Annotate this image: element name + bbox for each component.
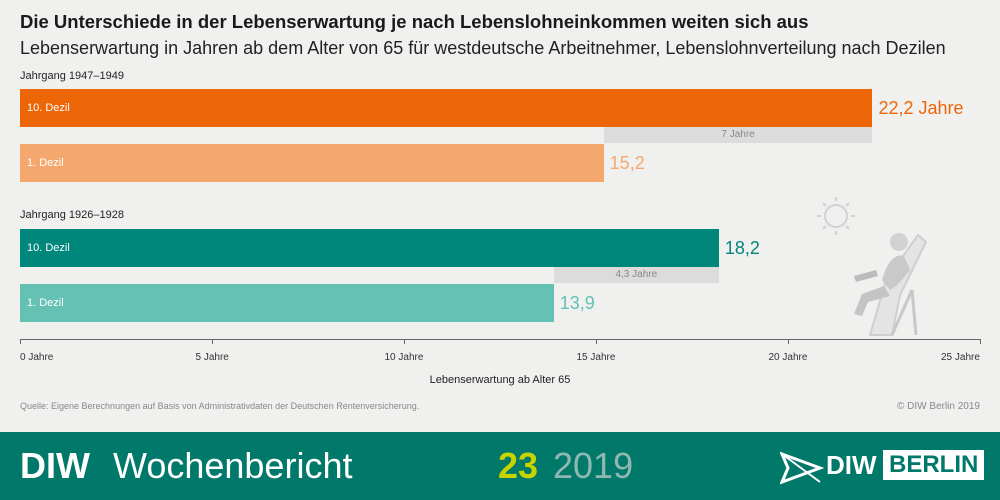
bar-1926-1-dezil: 1. Dezil — [20, 284, 554, 322]
copyright: © DIW Berlin 2019 — [897, 401, 980, 412]
bar-label: 1. Dezil — [27, 157, 64, 169]
x-axis-line — [20, 339, 980, 340]
x-tick-label: 0 Jahre — [20, 352, 54, 363]
bar-1947-1-dezil: 1. Dezil — [20, 144, 604, 182]
footer-issue: 23 — [498, 445, 539, 486]
x-axis-label: Lebenserwartung ab Alter 65 — [429, 374, 571, 386]
footer-banner: DIW Wochenbericht 23 2019 DIW BERLIN — [0, 432, 1000, 500]
source-note: Quelle: Eigene Berechnungen auf Basis vo… — [20, 401, 420, 411]
x-tick-label: 10 Jahre — [384, 352, 424, 363]
x-tick-label: 20 Jahre — [768, 352, 808, 363]
x-tick — [404, 339, 405, 344]
footer-logo-city: BERLIN — [883, 450, 985, 480]
x-tick — [980, 339, 981, 344]
x-tick-label: 15 Jahre — [576, 352, 616, 363]
x-tick — [788, 339, 789, 344]
bar-value-1947-1-dezil: 15,2 — [609, 153, 645, 173]
bar-1926-10-dezil: 10. Dezil — [20, 229, 719, 267]
deck-chair-person-icon — [854, 233, 928, 336]
footer-logo-text: DIW — [826, 450, 877, 480]
retiree-illustration — [817, 197, 928, 336]
bar-value-1947-10-dezil: 22,2 Jahre — [878, 98, 964, 118]
sun-icon — [817, 197, 855, 235]
group-label-1926: Jahrgang 1926–1928 — [20, 209, 124, 221]
difference-band-1947: 7 Jahre — [603, 127, 873, 143]
x-tick — [20, 339, 21, 344]
bar-value-1926-1-dezil: 13,9 — [559, 293, 595, 313]
x-tick — [212, 339, 213, 344]
chart-title: Die Unterschiede in der Lebenserwartung … — [20, 11, 809, 32]
bar-label: 1. Dezil — [27, 297, 64, 309]
bar-1947-10-dezil: 10. Dezil — [20, 89, 873, 127]
footer-brand: DIW — [20, 445, 90, 486]
footer-publication: Wochenbericht — [113, 445, 353, 486]
x-tick — [596, 339, 597, 344]
chart-subtitle: Lebenserwartung in Jahren ab dem Alter v… — [20, 38, 946, 58]
x-tick-label: 25 Jahre — [941, 352, 980, 363]
group-label-1947: Jahrgang 1947–1949 — [20, 70, 124, 82]
bar-value-1926-10-dezil: 18,2 — [724, 238, 760, 258]
footer-year: 2019 — [553, 445, 634, 486]
diw-logo-icon — [780, 451, 824, 485]
bar-label: 10. Dezil — [27, 102, 70, 114]
x-tick-label: 5 Jahre — [195, 352, 229, 363]
difference-band-1926: 4,3 Jahre — [553, 267, 719, 283]
bar-label: 10. Dezil — [27, 242, 70, 254]
